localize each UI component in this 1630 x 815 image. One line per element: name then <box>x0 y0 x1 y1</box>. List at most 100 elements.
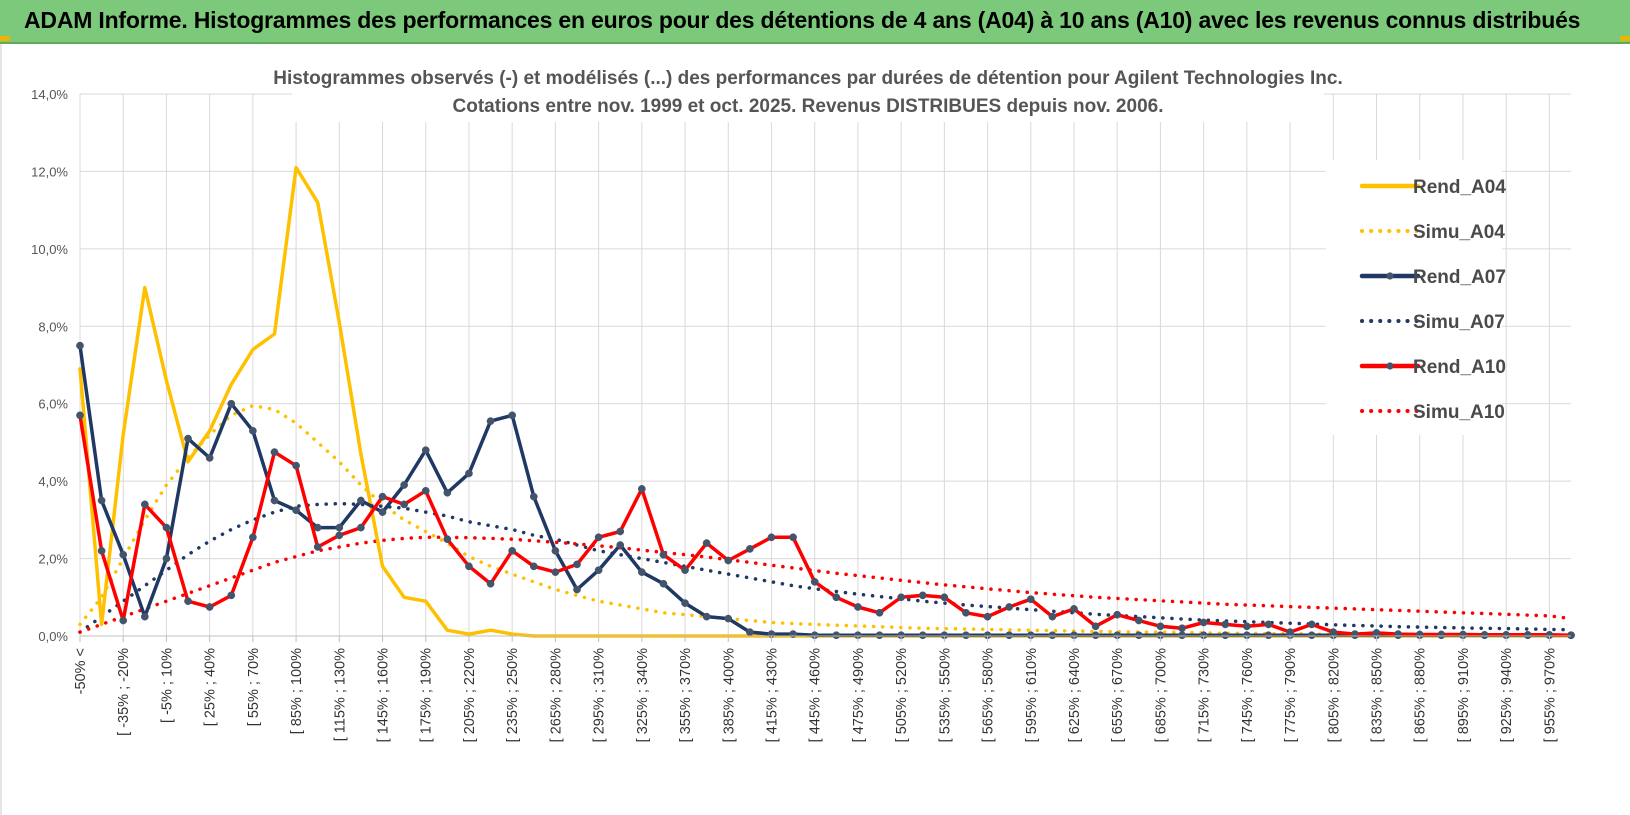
data-point-rend-a10 <box>270 448 279 456</box>
data-point-rend-a10 <box>140 500 149 509</box>
data-point-rend-a10 <box>918 591 927 600</box>
data-point-rend-a07 <box>97 496 106 505</box>
data-point-rend-a07 <box>1091 631 1100 640</box>
data-point-rend-a07 <box>702 612 711 621</box>
data-point-rend-a10 <box>1480 630 1489 639</box>
data-point-rend-a10 <box>119 616 128 625</box>
data-point-rend-a07 <box>400 481 408 489</box>
y-tick-label: 10,0% <box>31 242 68 257</box>
corner-mark-left <box>0 36 10 41</box>
data-point-rend-a10 <box>508 546 517 555</box>
data-point-rend-a10 <box>443 535 452 544</box>
x-tick-label: [ 205% ; 220% <box>462 648 478 742</box>
chart-title-block: Histogrammes observés (-) et modélisés (… <box>273 60 1343 122</box>
y-tick-label: 0,0% <box>38 629 68 644</box>
data-point-rend-a07 <box>249 426 257 435</box>
x-tick-label: [ 325% ; 340% <box>635 648 651 742</box>
data-point-rend-a10 <box>1567 631 1575 640</box>
data-point-rend-a07 <box>313 523 322 532</box>
data-point-rend-a10 <box>1329 628 1338 636</box>
x-tick-label: [ 595% ; 610% <box>1024 648 1040 742</box>
x-tick-label: [ 355% ; 370% <box>678 648 694 742</box>
data-point-rend-a10 <box>400 500 408 509</box>
data-point-rend-a07 <box>1307 631 1316 640</box>
data-point-rend-a07 <box>227 399 236 408</box>
chart-subtitle: Cotations entre nov. 1999 et oct. 2025. … <box>453 96 1164 117</box>
data-point-rend-a10 <box>1134 616 1143 625</box>
axis-layer: 0,0% 2,0% 4,0% 6,0% 8,0% 10,0% 12,0% 14,0% -50% … <box>31 87 1571 742</box>
x-tick-label: [ 475% ; 490% <box>851 648 867 742</box>
data-point-rend-a10 <box>616 527 625 536</box>
x-tick-label: [ 265% ; 280% <box>548 648 564 742</box>
y-tick-label: 14,0% <box>31 87 68 102</box>
data-point-rend-a10 <box>962 608 970 617</box>
data-point-rend-a10 <box>421 486 430 495</box>
data-point-rend-a07 <box>724 614 733 623</box>
data-point-rend-a07 <box>1221 631 1230 640</box>
data-point-rend-a10 <box>983 612 992 621</box>
x-tick-label: [ 865% ; 880% <box>1413 648 1429 742</box>
x-tick-label: [ 385% ; 400% <box>721 648 737 742</box>
data-point-rend-a10 <box>810 577 819 586</box>
data-point-rend-a10 <box>1523 630 1532 639</box>
data-point-rend-a10 <box>1070 605 1078 613</box>
data-point-rend-a10 <box>162 523 171 532</box>
data-point-rend-a10 <box>1372 629 1381 637</box>
data-point-rend-a10 <box>184 597 192 606</box>
data-point-rend-a07 <box>962 631 970 640</box>
x-tick-label: [ -5% ; 10% <box>159 648 175 723</box>
data-point-rend-a10 <box>1221 620 1230 629</box>
y-tick-label: 2,0% <box>38 552 68 567</box>
x-tick-label: [ 25% ; 40% <box>203 648 219 726</box>
legend-label-rend-a07: Rend_A07 <box>1413 267 1506 288</box>
data-point-rend-a07 <box>421 446 430 455</box>
data-point-rend-a10 <box>659 550 668 559</box>
data-point-rend-a07 <box>875 631 884 640</box>
data-point-rend-a07 <box>270 496 279 505</box>
data-point-rend-a10 <box>1286 628 1294 636</box>
legend-label-rend-a04: Rend_A04 <box>1413 177 1506 198</box>
data-point-rend-a07 <box>529 492 538 501</box>
data-point-rend-a07 <box>616 541 625 549</box>
legend-label-simu-a04: Simu_A04 <box>1413 222 1505 243</box>
data-point-rend-a10 <box>205 603 214 611</box>
series-line-simu-a10 <box>78 535 1573 634</box>
data-point-rend-a10 <box>313 543 322 551</box>
data-point-rend-a07 <box>378 508 387 516</box>
x-tick-label: [ 625% ; 640% <box>1067 648 1083 742</box>
y-tick-label: 12,0% <box>31 164 68 179</box>
x-tick-label: [ 295% ; 310% <box>592 648 608 742</box>
data-point-rend-a10 <box>746 545 754 553</box>
x-tick-label: [ 505% ; 520% <box>894 648 910 742</box>
data-point-rend-a07 <box>140 612 149 621</box>
data-point-rend-a07 <box>681 599 689 607</box>
data-point-rend-a07 <box>335 523 344 532</box>
data-point-rend-a10 <box>97 546 106 555</box>
data-point-rend-a10 <box>1264 620 1273 629</box>
corner-mark-right <box>1620 36 1630 41</box>
data-point-rend-a10 <box>702 539 711 547</box>
report-title: ADAM Informe. Histogrammes des performan… <box>24 7 1581 33</box>
data-point-rend-a10 <box>1243 622 1251 631</box>
data-point-rend-a10 <box>1178 624 1186 633</box>
x-tick-label: [ 55% ; 70% <box>246 648 262 726</box>
data-point-rend-a10 <box>1307 620 1316 629</box>
data-point-rend-a07 <box>76 341 84 350</box>
x-tick-label: [ 85% ; 100% <box>289 648 305 734</box>
data-point-rend-a07 <box>1134 631 1143 640</box>
data-point-rend-a10 <box>637 485 646 493</box>
x-tick-label: [ 715% ; 730% <box>1197 648 1213 742</box>
data-point-rend-a10 <box>551 568 560 576</box>
data-point-rend-a10 <box>335 531 344 540</box>
data-point-rend-a10 <box>724 556 733 565</box>
data-point-rend-a10 <box>486 579 495 588</box>
data-point-rend-a10 <box>378 492 387 501</box>
data-point-rend-a07 <box>1005 631 1014 640</box>
data-point-rend-a10 <box>875 608 884 617</box>
data-point-rend-a07 <box>443 488 452 497</box>
data-point-rend-a10 <box>1351 630 1359 638</box>
data-point-rend-a07 <box>1264 631 1273 640</box>
data-point-rend-a10 <box>357 523 365 532</box>
legend-backdrop <box>1326 160 1502 435</box>
data-point-rend-a10 <box>767 533 776 542</box>
